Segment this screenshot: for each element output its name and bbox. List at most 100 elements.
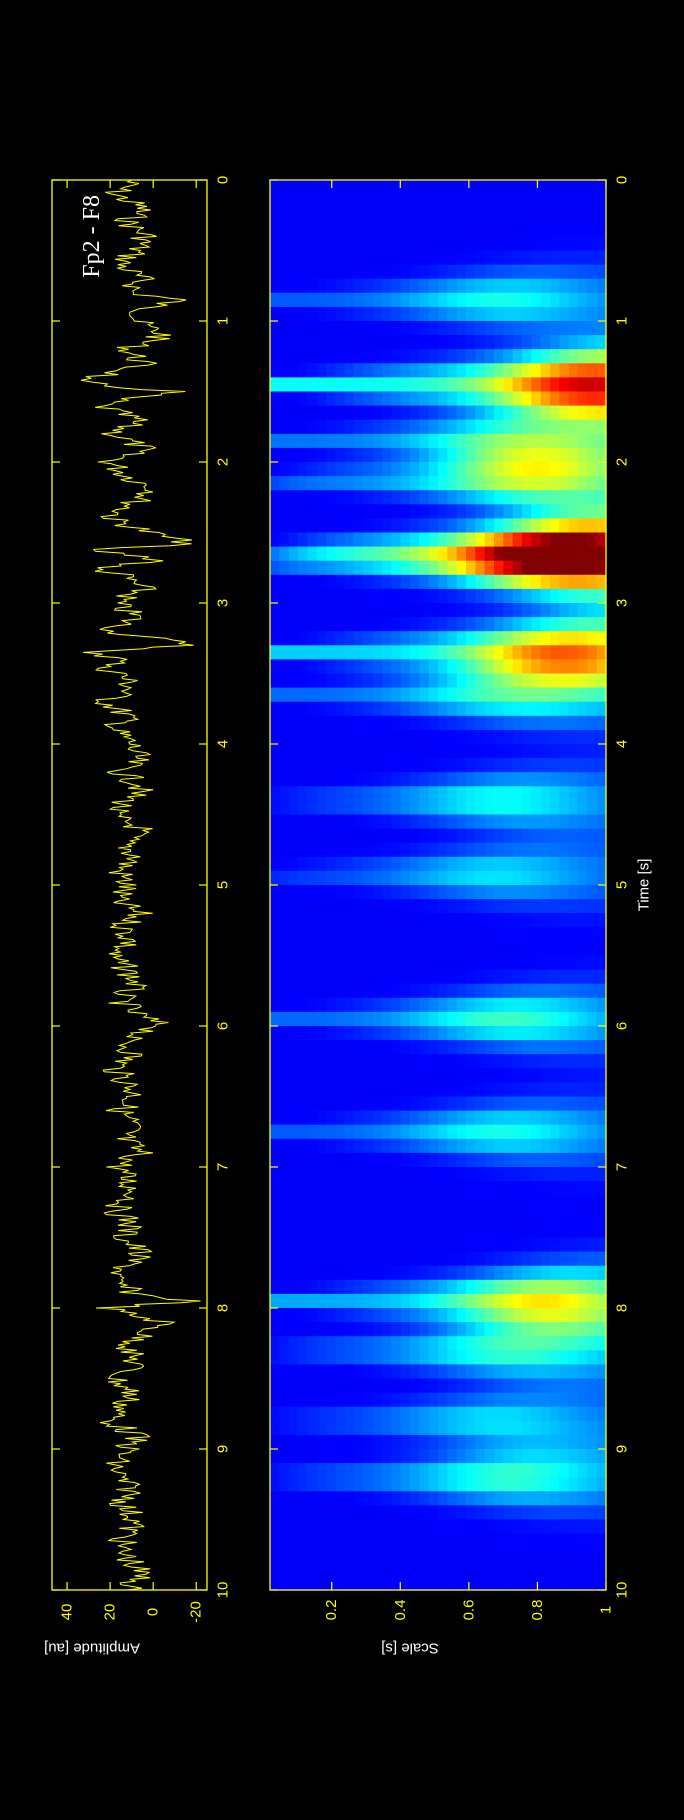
heatmap-cell	[568, 1491, 579, 1506]
heatmap-cell	[522, 292, 532, 308]
heatmap-cell	[568, 462, 579, 477]
heatmap-cell	[550, 1364, 560, 1380]
heatmap-cell	[326, 1279, 336, 1295]
heatmap-cell	[270, 1519, 280, 1535]
heatmap-cell	[307, 603, 318, 618]
heatmap-cell	[494, 1040, 504, 1055]
heatmap-cell	[540, 433, 551, 449]
heatmap-cell	[559, 744, 570, 759]
heatmap-cell	[400, 180, 411, 195]
heatmap-cell	[288, 194, 299, 209]
heatmap-cell	[400, 1195, 411, 1210]
heatmap-cell	[354, 1223, 364, 1239]
heatmap-cell	[382, 842, 392, 858]
heatmap-cell	[475, 1054, 486, 1069]
heatmap-cell	[354, 744, 364, 759]
heatmap-cell	[466, 899, 476, 914]
heatmap-cell	[456, 729, 467, 745]
heatmap-cell	[596, 913, 607, 928]
heatmap-cell	[596, 462, 607, 477]
heatmap-cell	[298, 1434, 308, 1450]
heatmap-cell	[419, 1519, 430, 1535]
heatmap-cell	[382, 1491, 392, 1506]
heatmap-cell	[596, 645, 607, 660]
heatmap-cell	[559, 264, 570, 280]
heatmap-cell	[550, 673, 560, 689]
heatmap-cell	[540, 447, 551, 463]
heatmap-cell	[307, 617, 318, 632]
heatmap-cell	[428, 1096, 439, 1112]
heatmap-cell	[326, 1195, 336, 1210]
heatmap-cell	[410, 913, 420, 928]
heatmap-cell	[484, 1195, 495, 1210]
heatmap-cell	[503, 574, 514, 590]
heatmap-cell	[270, 405, 280, 421]
heatmap-cell	[326, 560, 336, 576]
heatmap-cell	[410, 532, 420, 548]
heatmap-cell	[270, 292, 280, 308]
heatmap-cell	[344, 447, 355, 463]
heatmap-cell	[279, 1040, 290, 1055]
heatmap-cell	[456, 885, 467, 900]
heatmap-cell	[596, 729, 607, 745]
heatmap-cell	[270, 1209, 280, 1224]
heatmap-cell	[447, 1322, 458, 1337]
heatmap-cell	[531, 1533, 542, 1549]
heatmap-cell	[559, 1138, 570, 1154]
heatmap-cell	[596, 870, 607, 886]
heatmap-cell	[270, 715, 280, 731]
heatmap-cell	[279, 306, 290, 322]
heatmap-cell	[494, 1491, 504, 1506]
heatmap-cell	[475, 758, 486, 773]
heatmap-cell	[363, 913, 374, 928]
heatmap-cell	[354, 1533, 364, 1549]
heatmap-cell	[578, 955, 588, 971]
heatmap-cell	[382, 969, 392, 985]
heatmap-cell	[475, 1040, 486, 1055]
heatmap-cell	[503, 842, 514, 858]
heatmap-cell	[484, 292, 495, 308]
heatmap-cell	[382, 800, 392, 816]
heatmap-cell	[335, 1364, 346, 1380]
heatmap-cell	[559, 1293, 570, 1309]
heatmap-cell	[279, 518, 290, 534]
heatmap-cell	[540, 532, 551, 548]
heatmap-cell	[382, 673, 392, 689]
heatmap-cell	[456, 1138, 467, 1154]
heatmap-cell	[354, 560, 364, 576]
heatmap-cell	[447, 997, 458, 1013]
heatmap-cell	[596, 1082, 607, 1098]
heatmap-cell	[559, 1336, 570, 1351]
heatmap-cell	[391, 1138, 402, 1154]
heatmap-cell	[382, 645, 392, 660]
heatmap-cell	[279, 1519, 290, 1535]
heatmap-cell	[270, 588, 280, 604]
heatmap-cell	[400, 1054, 411, 1069]
heatmap-cell	[587, 645, 598, 660]
heatmap-cell	[363, 1547, 374, 1563]
heatmap-cell	[372, 546, 383, 562]
heatmap-cell	[428, 1138, 439, 1154]
heatmap-cell	[354, 1505, 364, 1521]
heatmap-cell	[298, 1209, 308, 1224]
heatmap-cell	[428, 899, 439, 914]
heatmap-cell	[428, 1491, 439, 1506]
heatmap-cell	[391, 800, 402, 816]
heatmap-cell	[372, 983, 383, 999]
heatmap-cell	[559, 1533, 570, 1549]
heatmap-cell	[410, 1505, 420, 1521]
heatmap-cell	[270, 800, 280, 816]
heatmap-cell	[270, 1040, 280, 1055]
heatmap-cell	[466, 1575, 476, 1591]
heatmap-cell	[410, 1392, 420, 1408]
heatmap-cell	[568, 645, 579, 660]
heatmap-cell	[512, 1406, 523, 1422]
heatmap-cell	[550, 842, 560, 858]
heatmap-cell	[391, 349, 402, 364]
heatmap-cell	[372, 1434, 383, 1450]
heatmap-cell	[354, 1251, 364, 1267]
heatmap-cell	[410, 1279, 420, 1295]
heatmap-cell	[298, 532, 308, 548]
heatmap-cell	[307, 588, 318, 604]
heatmap-cell	[288, 997, 299, 1013]
